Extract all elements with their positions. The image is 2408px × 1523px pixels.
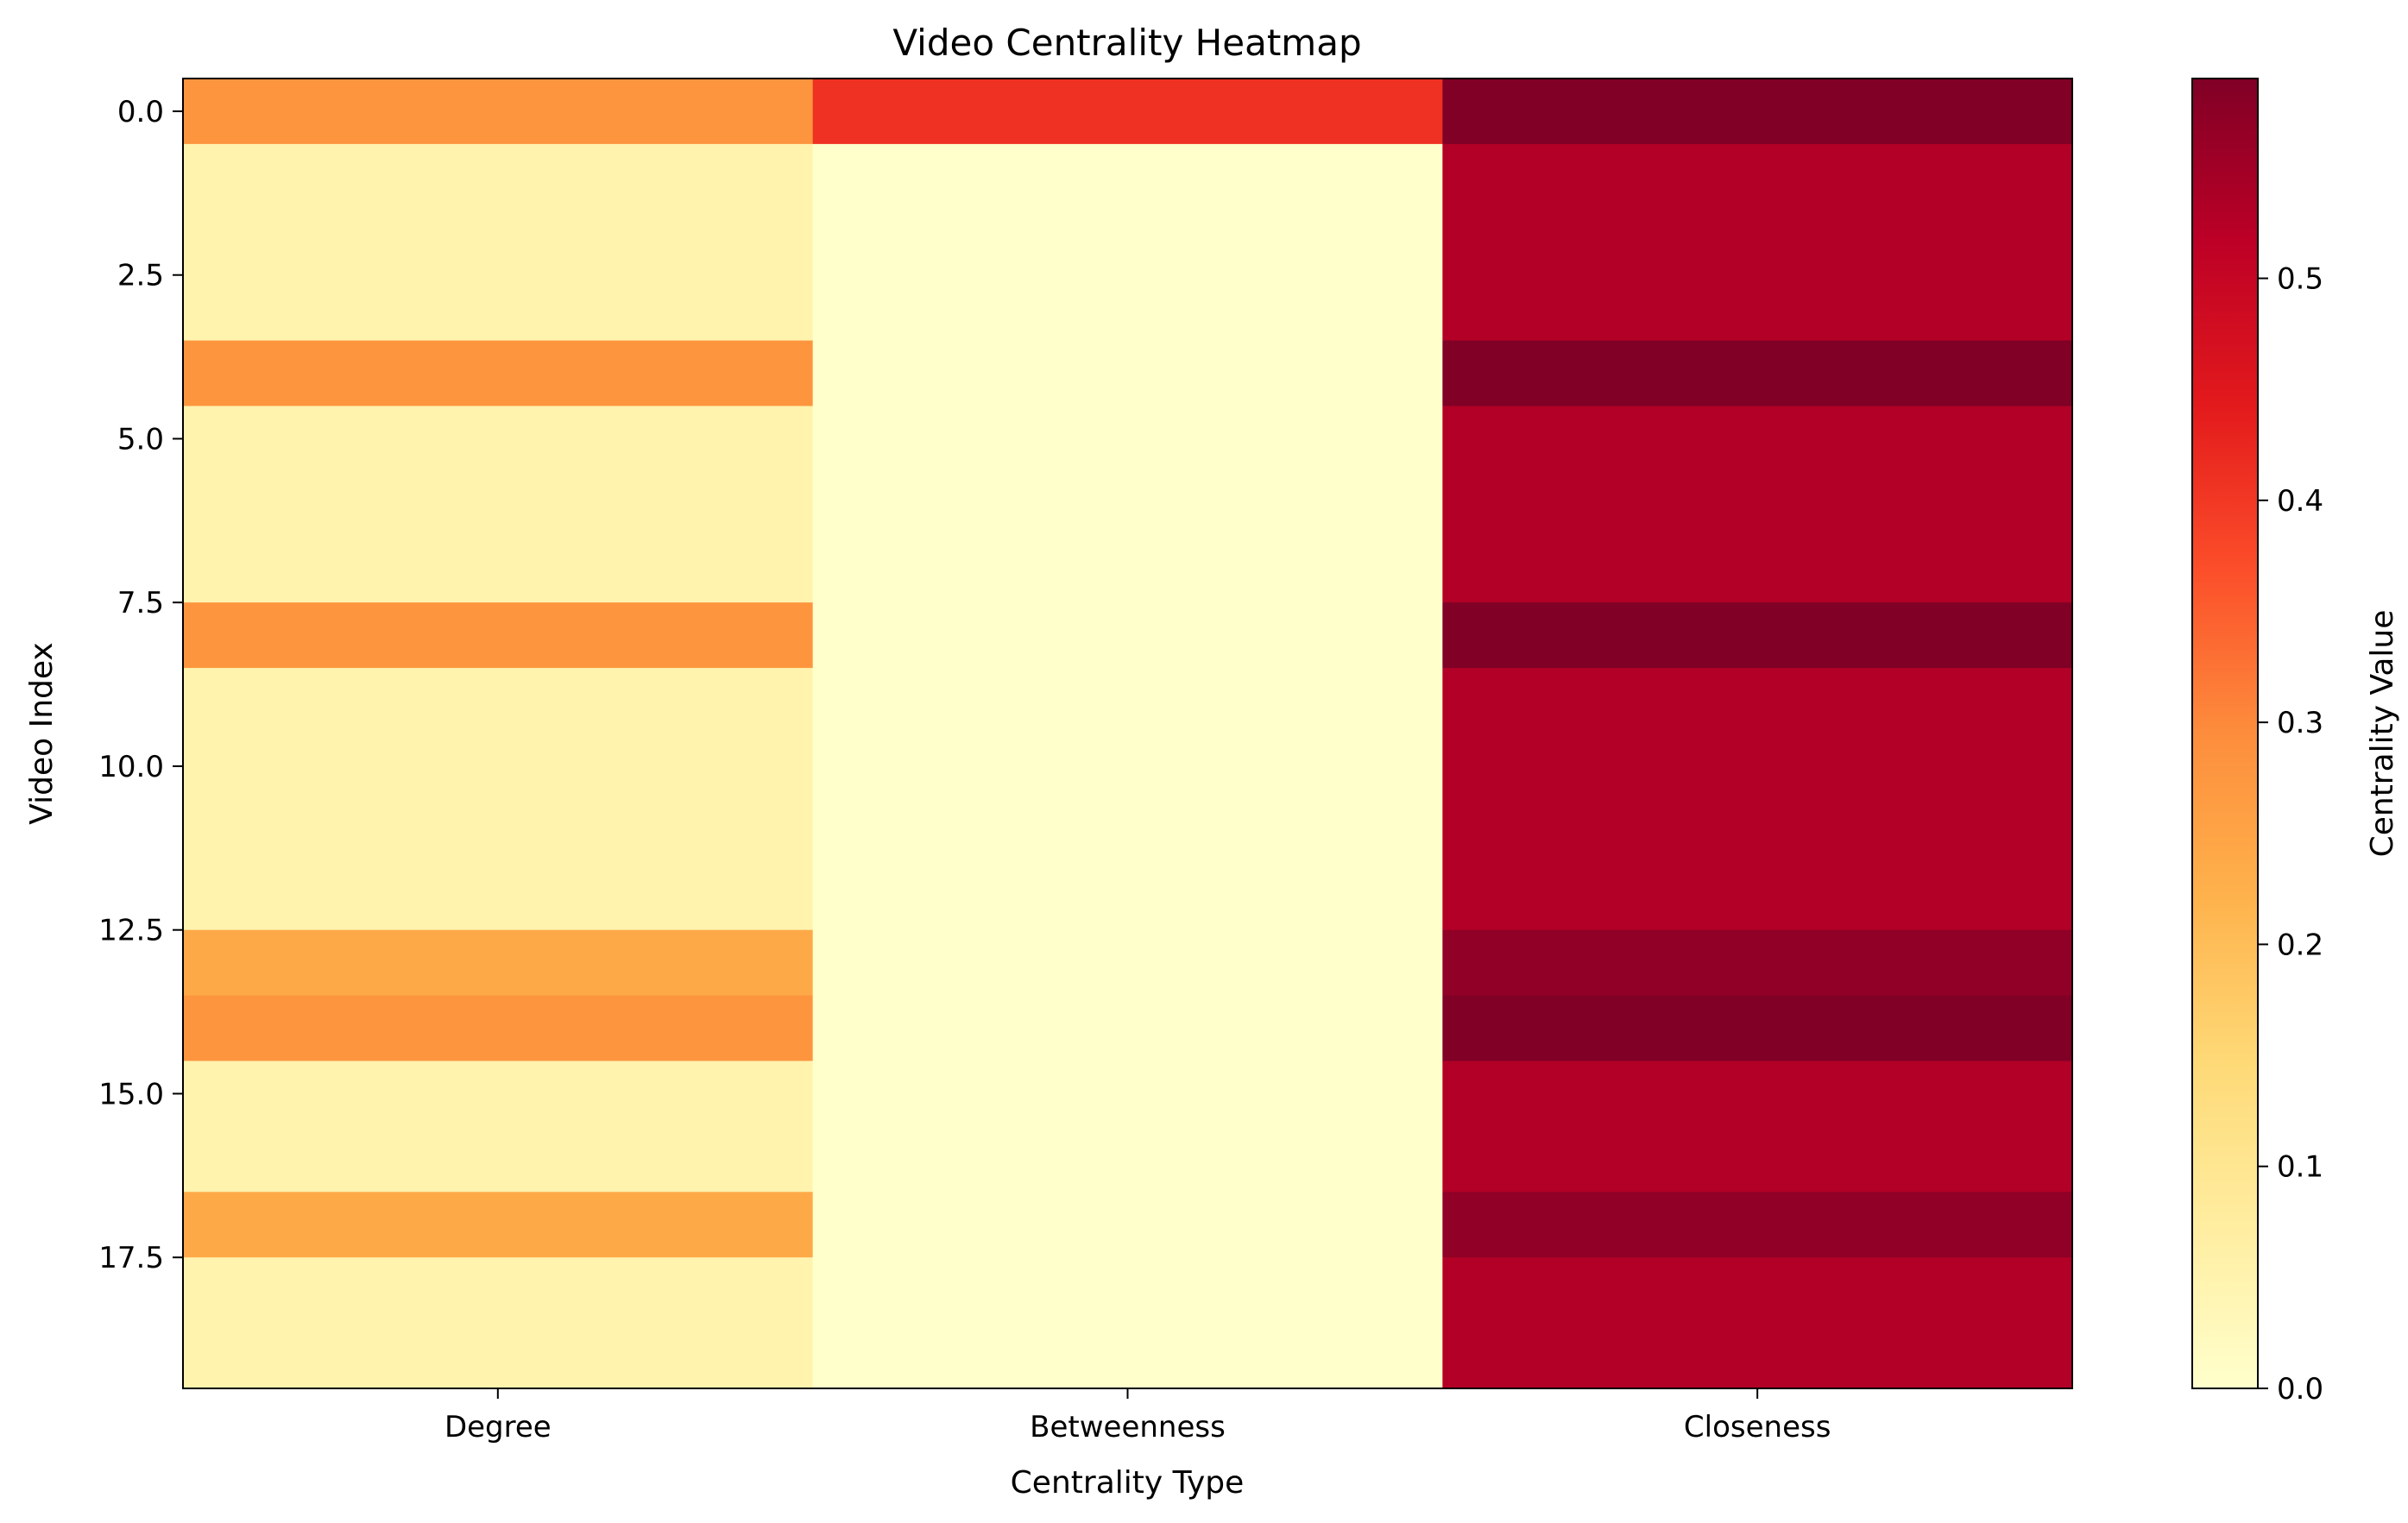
heatmap-cell <box>812 1192 1443 1258</box>
heatmap-cell <box>1442 864 2073 931</box>
heatmap-cell <box>812 864 1443 931</box>
y-tick-label: 15.0 <box>98 1077 164 1111</box>
x-tick-label: Betweenness <box>1030 1410 1226 1444</box>
heatmap-cell <box>1442 929 2073 997</box>
colorbar <box>2191 78 2259 1389</box>
heatmap-cell <box>812 668 1443 734</box>
heatmap-cell <box>183 929 814 997</box>
y-tick-label: 5.0 <box>117 422 164 456</box>
colorbar-label: Centrality Value <box>2365 610 2400 858</box>
colorbar-ticks: 0.0 0.1 0.2 0.3 0.4 0.5 <box>2258 262 2323 1407</box>
colorbar-tick-label: 0.1 <box>2277 1150 2323 1185</box>
heatmap-cell <box>812 995 1443 1062</box>
heatmap-cell <box>183 798 814 865</box>
y-axis-ticks: 0.0 2.5 5.0 7.5 10.0 12.5 15.0 17.5 <box>98 95 183 1275</box>
x-tick-label: Closeness <box>1684 1410 1831 1444</box>
heatmap-cell <box>1442 471 2073 538</box>
heatmap-cell <box>1442 79 2073 145</box>
heatmap-cell <box>1442 668 2073 734</box>
x-axis-label: Centrality Type <box>1011 1465 1245 1501</box>
heatmap-cell <box>812 537 1443 603</box>
heatmap-cell <box>183 864 814 931</box>
heatmap-cell <box>812 406 1443 472</box>
heatmap-cell <box>183 471 814 538</box>
y-tick-label: 12.5 <box>98 914 164 948</box>
heatmap-cell <box>183 1060 814 1127</box>
chart-title: Video Centrality Heatmap <box>892 22 1361 64</box>
colorbar-tick-label: 0.2 <box>2277 928 2323 962</box>
heatmap-cells <box>183 79 2073 1389</box>
y-tick-label: 10.0 <box>98 750 164 784</box>
heatmap-cell <box>1442 798 2073 865</box>
heatmap-cell <box>812 1126 1443 1193</box>
heatmap-cell <box>183 406 814 472</box>
heatmap-cell <box>183 1323 814 1389</box>
heatmap-cell <box>1442 274 2073 342</box>
heatmap-cell <box>1442 1060 2073 1127</box>
heatmap-cell <box>1442 143 2073 211</box>
heatmap-cell <box>183 79 814 145</box>
heatmap-cell <box>1442 1323 2073 1389</box>
heatmap-cell <box>183 1257 814 1324</box>
heatmap-cell <box>1442 733 2073 800</box>
heatmap-cell <box>1442 1257 2073 1324</box>
heatmap-cell <box>812 602 1443 669</box>
heatmap-cell <box>183 340 814 407</box>
heatmap-cell <box>812 733 1443 800</box>
heatmap-cell <box>812 209 1443 276</box>
heatmap-cell <box>812 798 1443 865</box>
colorbar-tick-label: 0.0 <box>2277 1372 2323 1407</box>
y-tick-label: 7.5 <box>117 586 164 620</box>
heatmap-cell <box>812 79 1443 145</box>
heatmap-cell <box>183 274 814 342</box>
heatmap-cell <box>812 143 1443 211</box>
y-tick-label: 2.5 <box>117 259 164 293</box>
heatmap-cell <box>183 1126 814 1193</box>
heatmap-cell <box>1442 340 2073 407</box>
heatmap-cell <box>1442 209 2073 276</box>
heatmap-cell <box>183 995 814 1062</box>
heatmap-cell <box>812 1323 1443 1389</box>
heatmap-cell <box>183 1192 814 1258</box>
y-tick-label: 0.0 <box>117 95 164 129</box>
heatmap-cell <box>812 1060 1443 1127</box>
heatmap-cell <box>1442 537 2073 603</box>
heatmap-cell <box>1442 1126 2073 1193</box>
heatmap-cell <box>183 209 814 276</box>
heatmap-cell <box>183 537 814 603</box>
y-axis-label: Video Index <box>24 642 60 824</box>
heatmap-cell <box>1442 406 2073 472</box>
y-tick-label: 17.5 <box>98 1241 164 1275</box>
heatmap-cell <box>1442 995 2073 1062</box>
heatmap-cell <box>1442 602 2073 669</box>
colorbar-tick-label: 0.4 <box>2277 484 2323 519</box>
heatmap-cell <box>812 340 1443 407</box>
colorbar-tick-label: 0.5 <box>2277 262 2323 297</box>
heatmap-cell <box>812 1257 1443 1324</box>
x-axis-ticks: Degree Betweenness Closeness <box>444 1388 1831 1444</box>
x-tick-label: Degree <box>444 1410 552 1444</box>
heatmap-cell <box>812 929 1443 997</box>
heatmap-cell <box>1442 1192 2073 1258</box>
heatmap-cell <box>183 733 814 800</box>
heatmap-cell <box>183 143 814 211</box>
heatmap-cell <box>812 471 1443 538</box>
heatmap-cell <box>812 274 1443 342</box>
heatmap-cell <box>183 602 814 669</box>
heatmap-cell <box>183 668 814 734</box>
colorbar-tick-label: 0.3 <box>2277 706 2323 740</box>
